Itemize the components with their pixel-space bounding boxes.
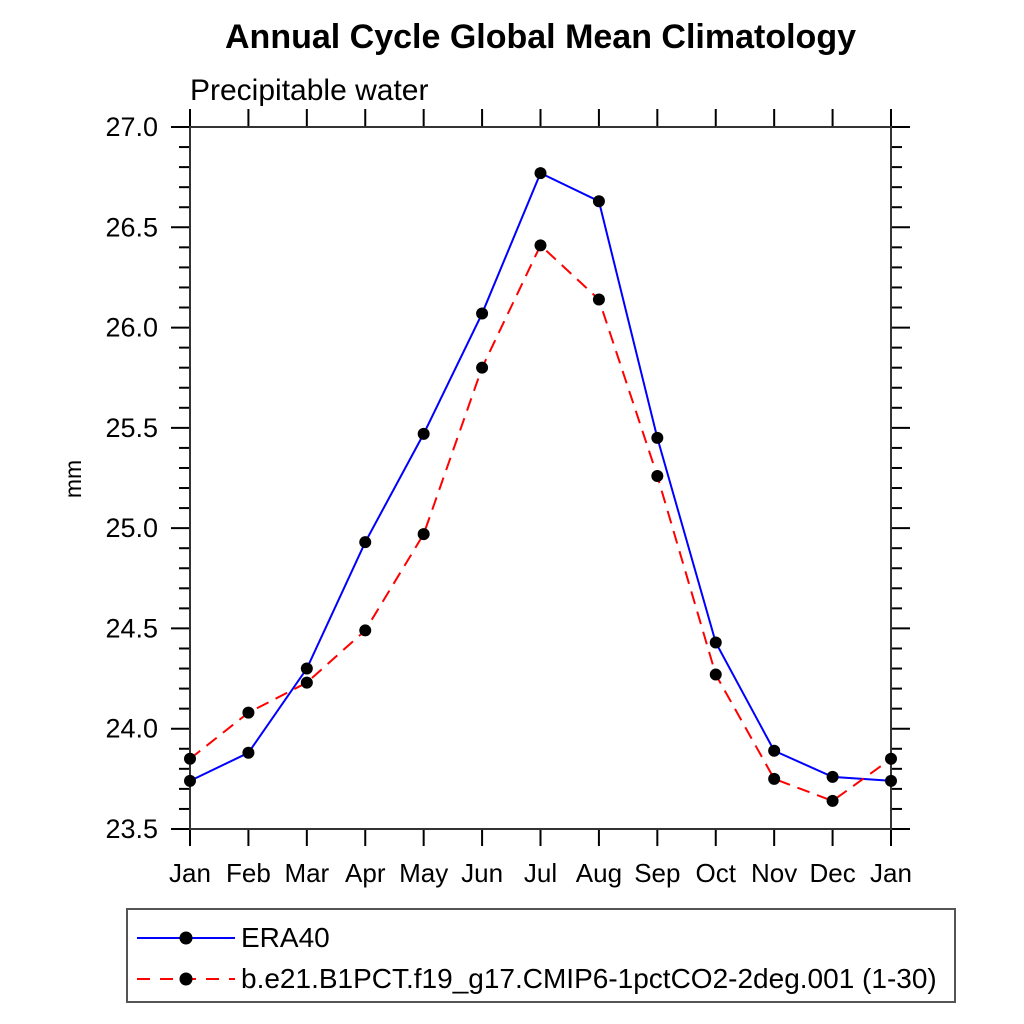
y-tick-label: 27.0 [105, 112, 158, 142]
data-point-marker [885, 774, 897, 787]
axis-ticks [171, 109, 910, 846]
data-point-marker [242, 706, 255, 719]
data-point-marker [359, 624, 372, 637]
data-point-marker [300, 662, 313, 675]
x-tick-label: Apr [345, 858, 386, 888]
plot-frame [189, 126, 892, 830]
data-point-marker [359, 536, 372, 549]
x-tick-labels: Jan Feb Mar Apr May Jun Jul Aug Sep Oct Nov Dec Jan [169, 858, 912, 888]
data-point-marker [826, 794, 839, 807]
chart-subtitle: Precipitable water [190, 74, 429, 107]
data-point-marker [826, 770, 839, 783]
data-point-marker [476, 307, 489, 320]
model-line-sample [137, 972, 235, 986]
legend-item-era40: ERA40 [133, 921, 330, 955]
data-point-marker [417, 427, 430, 440]
x-tick-label: Jan [870, 858, 912, 888]
data-point-marker [184, 774, 196, 787]
data-point-marker [242, 746, 255, 759]
series-era40 [184, 167, 897, 787]
y-tick-labels: 23.5 24.0 24.5 25.0 25.5 26.0 26.5 27.0 [105, 112, 158, 844]
data-point-marker [300, 676, 313, 689]
era40-line-sample [137, 931, 235, 945]
data-point-marker [768, 744, 781, 757]
y-tick-label: 26.5 [105, 212, 158, 242]
data-point-marker [709, 636, 722, 649]
legend-item-model: b.e21.B1PCT.f19_g17.CMIP6-1pctCO2-2deg.0… [133, 962, 937, 996]
data-point-marker [417, 528, 430, 541]
x-tick-label: Jul [524, 858, 557, 888]
y-tick-label: 25.5 [105, 413, 158, 443]
y-tick-label: 24.5 [105, 613, 158, 643]
legend-box: ERA40 b.e21.B1PCT.f19_g17.CMIP6-1pctCO2-… [126, 908, 956, 1003]
data-point-marker [476, 361, 489, 374]
x-tick-label: May [399, 858, 448, 888]
x-tick-label: Feb [226, 858, 271, 888]
data-point-marker [184, 752, 196, 765]
data-point-marker [768, 772, 781, 785]
y-tick-label: 23.5 [105, 814, 158, 844]
x-tick-label: Aug [576, 858, 622, 888]
era40-sample-marker-icon [179, 931, 193, 945]
x-tick-label: Nov [751, 858, 797, 888]
model-sample-marker-icon [179, 972, 193, 986]
data-point-marker [651, 469, 664, 482]
y-tick-label: 24.0 [105, 714, 158, 744]
legend-label-model: b.e21.B1PCT.f19_g17.CMIP6-1pctCO2-2deg.0… [241, 963, 937, 994]
legend-label-era40: ERA40 [241, 922, 330, 953]
data-point-marker [885, 752, 897, 765]
series-line [189, 243, 892, 803]
data-point-marker [534, 239, 547, 252]
series-model [184, 239, 897, 807]
data-point-marker [534, 167, 547, 180]
x-tick-label: Sep [634, 858, 680, 888]
x-tick-label: Jan [169, 858, 211, 888]
y-tick-label: 26.0 [105, 313, 158, 343]
data-point-marker [651, 431, 664, 444]
y-tick-label: 25.0 [105, 513, 158, 543]
chart-title: Annual Cycle Global Mean Climatology [225, 18, 856, 56]
x-tick-label: Oct [696, 858, 737, 888]
x-tick-label: Dec [809, 858, 855, 888]
data-point-marker [592, 293, 605, 306]
data-point-marker [592, 195, 605, 208]
data-point-marker [709, 668, 722, 681]
x-tick-label: Mar [284, 858, 329, 888]
x-tick-label: Jun [461, 858, 503, 888]
